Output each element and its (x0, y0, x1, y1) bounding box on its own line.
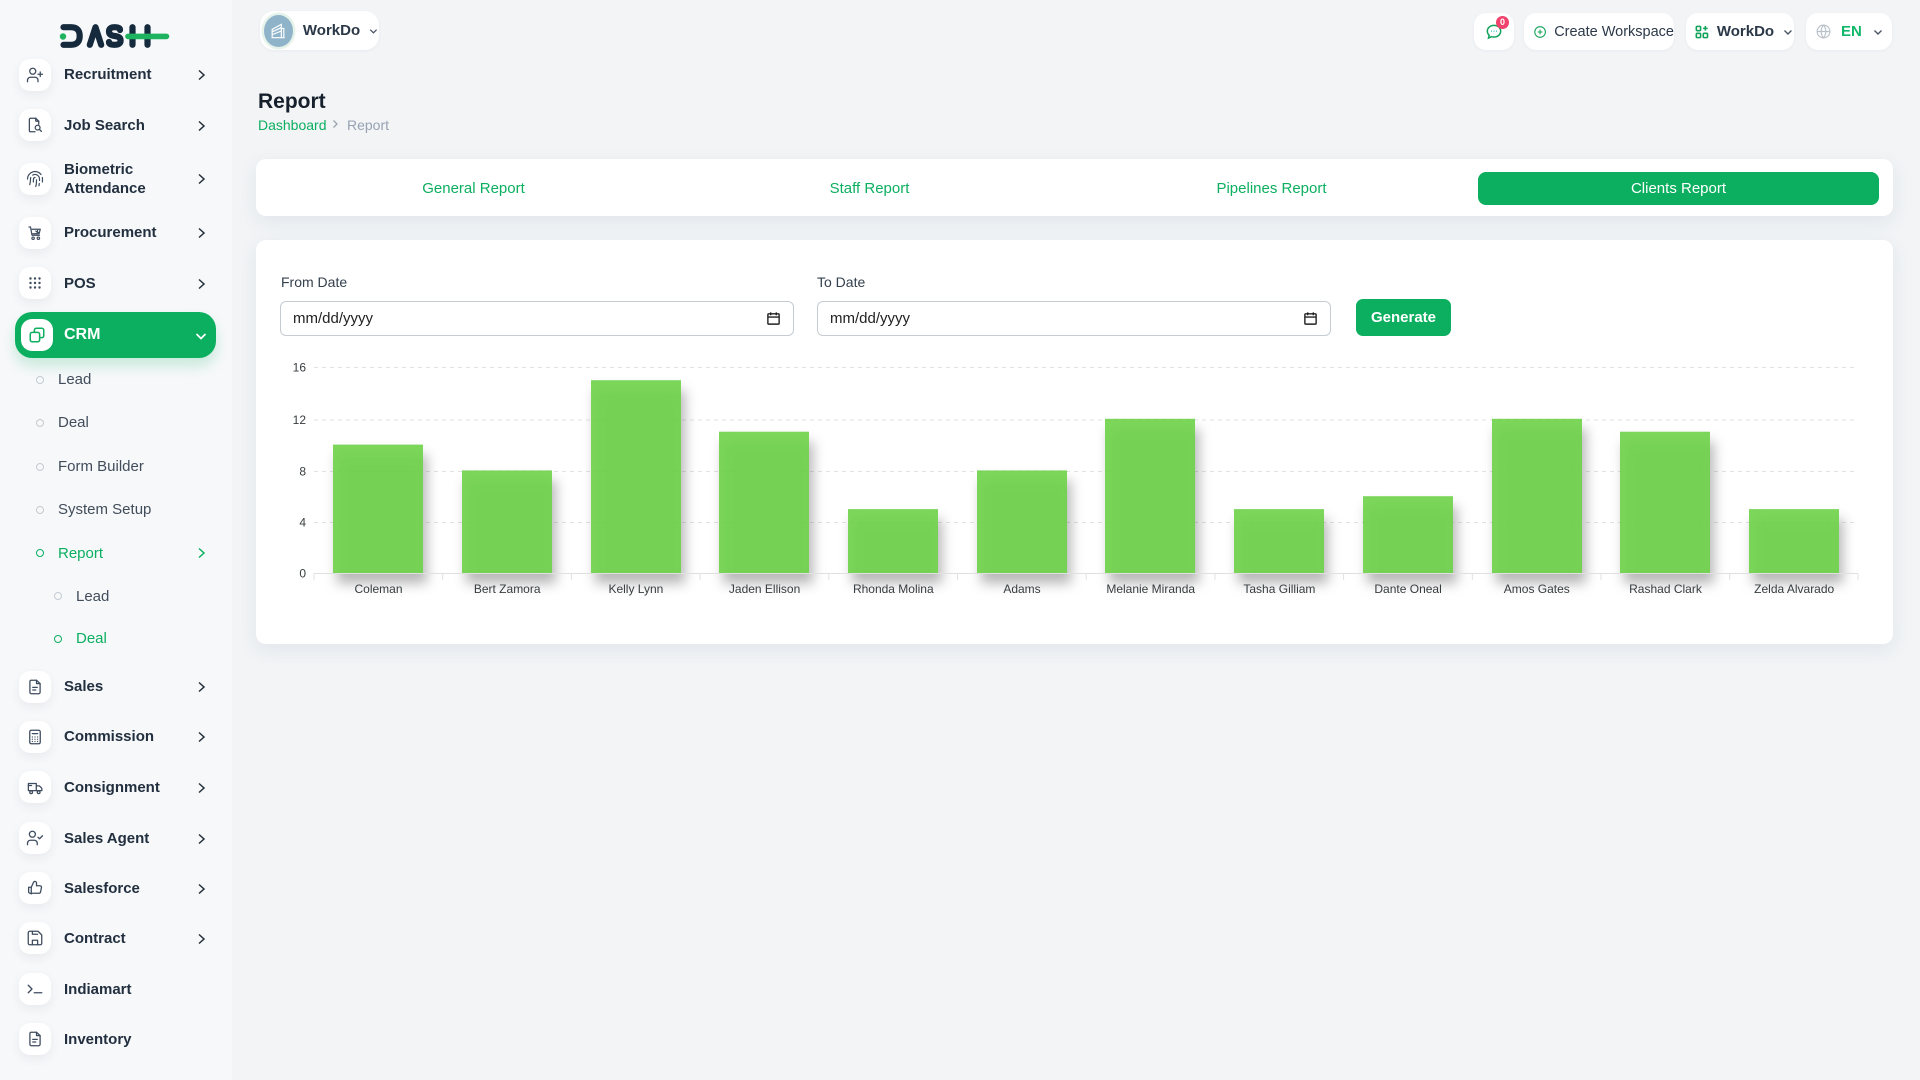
svg-text:8: 8 (299, 465, 306, 479)
svg-text:Rhonda Molina: Rhonda Molina (853, 582, 934, 596)
svg-text:Tasha Gilliam: Tasha Gilliam (1243, 582, 1315, 596)
svg-text:Coleman: Coleman (354, 582, 402, 596)
svg-text:Zelda Alvarado: Zelda Alvarado (1754, 582, 1834, 596)
svg-text:0: 0 (299, 567, 306, 581)
svg-text:Kelly Lynn: Kelly Lynn (608, 582, 663, 596)
svg-text:Amos Gates: Amos Gates (1504, 582, 1570, 596)
svg-text:Bert Zamora: Bert Zamora (474, 582, 541, 596)
svg-text:Rashad Clark: Rashad Clark (1629, 582, 1703, 596)
svg-text:12: 12 (293, 413, 307, 427)
svg-text:16: 16 (293, 361, 307, 375)
svg-text:Jaden Ellison: Jaden Ellison (729, 582, 800, 596)
svg-text:Melanie Miranda: Melanie Miranda (1106, 582, 1195, 596)
svg-text:Dante Oneal: Dante Oneal (1374, 582, 1441, 596)
svg-text:Adams: Adams (1003, 582, 1040, 596)
svg-text:4: 4 (299, 516, 306, 530)
